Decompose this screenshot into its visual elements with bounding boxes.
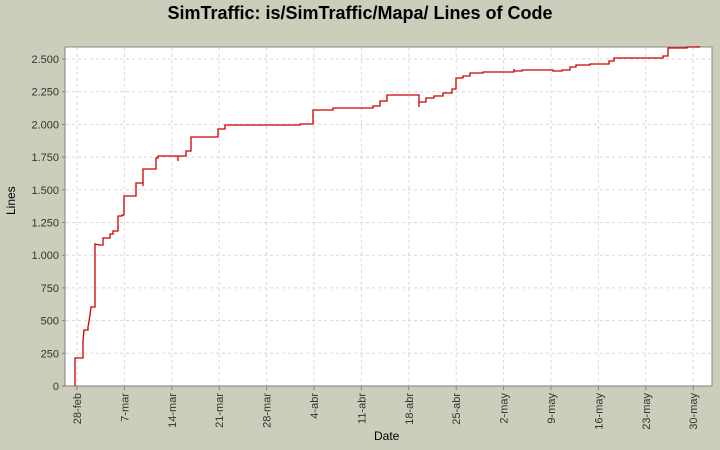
y-tick-label: 1.000 (31, 250, 59, 262)
x-tick-label: 25-abr (451, 393, 463, 425)
y-tick-label: 2.250 (31, 87, 59, 99)
y-tick-label: 0 (53, 381, 59, 393)
y-tick-label: 2.500 (31, 54, 59, 66)
x-tick-label: 4-abr (309, 393, 321, 419)
y-tick-label: 1.250 (31, 218, 59, 230)
x-tick-label: 18-abr (404, 393, 416, 425)
x-tick-label: 16-may (593, 393, 605, 430)
x-axis-label: Date (374, 429, 400, 443)
x-tick-label: 7-mar (119, 393, 131, 422)
x-tick-label: 2-may (499, 393, 511, 424)
x-axis-ticks: 28-feb 7-mar 14-mar 21-mar 28-mar 4-abr 11-abr… (72, 386, 700, 430)
grid-lines (66, 48, 711, 385)
x-tick-label: 28-feb (72, 393, 84, 424)
x-tick-label: 30-may (688, 393, 700, 430)
x-tick-label: 21-mar (214, 393, 226, 428)
y-tick-label: 250 (41, 348, 59, 360)
lines-of-code-series (74, 46, 700, 386)
chart-title: SimTraffic: is/SimTraffic/Mapa/ Lines of… (167, 3, 553, 23)
y-tick-label: 750 (41, 283, 59, 295)
y-tick-label: 1.500 (31, 185, 59, 197)
x-tick-label: 11-abr (356, 393, 368, 424)
plot-area (64, 46, 713, 387)
y-axis-ticks: 0 250 500 750 1.000 1.250 1.500 1.750 2.000 2.250… (31, 54, 65, 393)
x-tick-label: 9-may (546, 393, 558, 424)
x-tick-label: 28-mar (262, 393, 274, 428)
y-axis-label: Lines (4, 186, 18, 215)
x-tick-label: 14-mar (167, 393, 179, 428)
y-tick-label: 500 (41, 316, 59, 328)
x-tick-label: 23-may (641, 393, 653, 430)
y-tick-label: 1.750 (31, 152, 59, 164)
y-tick-label: 2.000 (31, 119, 59, 131)
